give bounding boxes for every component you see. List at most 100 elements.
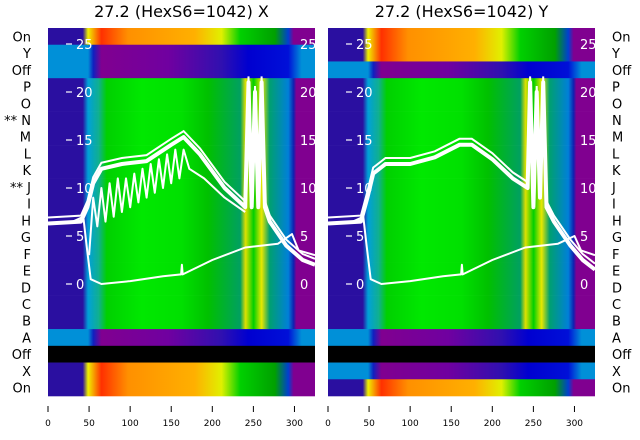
row-label: X	[612, 365, 621, 380]
row-label: Y	[22, 47, 31, 62]
y-tick-label-right: 10	[580, 182, 597, 197]
x-tick-label: 150	[163, 419, 180, 429]
row-label: On	[612, 30, 630, 45]
series-upper-repeat	[48, 76, 315, 260]
row-label: P	[612, 81, 620, 96]
x-tick-label: 150	[443, 419, 460, 429]
row-label: I	[612, 198, 616, 213]
row-label: F	[612, 248, 619, 263]
row-label: B	[612, 315, 621, 330]
heatmap-row	[328, 362, 595, 380]
row-label: D	[21, 281, 31, 296]
row-label: H	[612, 214, 622, 229]
row-label: J	[611, 181, 616, 196]
row-label: ** J	[10, 181, 31, 196]
heatmap-row	[328, 44, 595, 62]
heatmap-row	[48, 178, 315, 196]
heatmap-row	[48, 278, 315, 296]
heatmap-row	[48, 329, 315, 347]
heatmap-row	[328, 228, 595, 246]
y-tick-label-right: 20	[300, 86, 317, 101]
x-tick-label: 50	[363, 419, 375, 429]
y-tick-label: 0	[76, 278, 84, 293]
row-label: A	[612, 331, 621, 346]
heatmap-row	[328, 212, 595, 230]
row-label: K	[22, 164, 31, 179]
row-label: H	[21, 214, 31, 229]
heatmap-row	[48, 295, 315, 313]
y-tick-label: 25	[356, 38, 373, 53]
heatmap-row	[328, 195, 595, 213]
heatmap-row	[48, 362, 315, 380]
x-tick-label: 300	[566, 419, 583, 429]
row-label: O	[21, 97, 31, 112]
x-tick-label: 250	[245, 419, 262, 429]
panel-title: 27.2 (HexS6=1042) Y	[375, 2, 549, 21]
row-label: C	[22, 298, 31, 313]
heatmap-row	[328, 28, 595, 46]
row-label: O	[612, 97, 622, 112]
y-tick-label-right: 25	[580, 38, 597, 53]
row-label: E	[23, 265, 31, 280]
row-label: On	[13, 382, 31, 397]
row-label: P	[23, 81, 31, 96]
heatmap-row	[48, 44, 315, 62]
x-tick-label: 300	[286, 419, 303, 429]
row-label: Off	[612, 64, 632, 79]
row-label: Y	[611, 47, 620, 62]
row-label: X	[22, 365, 31, 380]
y-tick-label: 20	[356, 86, 373, 101]
row-label: A	[22, 331, 31, 346]
heatmap-row	[48, 379, 315, 397]
y-tick-label: 15	[356, 134, 373, 149]
x-tick-label: 50	[83, 419, 95, 429]
series-upper	[48, 80, 315, 267]
y-tick-label: 5	[356, 230, 364, 245]
heatmap-row	[328, 161, 595, 179]
row-label: G	[612, 231, 622, 246]
y-tick-label-right: 5	[580, 230, 588, 245]
heatmap-row	[328, 295, 595, 313]
row-label: M	[20, 131, 31, 146]
row-label: B	[22, 315, 31, 330]
row-label: L	[24, 147, 32, 162]
x-tick-label: 0	[325, 419, 331, 429]
row-label: C	[612, 298, 621, 313]
y-tick-label: 20	[76, 86, 93, 101]
heatmap-row	[48, 228, 315, 246]
heatmap-row	[328, 329, 595, 347]
heatmap-row	[48, 245, 315, 263]
y-tick-label: 25	[76, 38, 93, 53]
x-tick-label: 100	[122, 419, 139, 429]
row-label: Off	[612, 348, 632, 363]
heatmap-row	[328, 61, 595, 79]
heatmap-row	[48, 28, 315, 46]
row-label: F	[24, 248, 31, 263]
row-label: Off	[12, 348, 32, 363]
row-label: K	[612, 164, 621, 179]
series-baseline	[328, 215, 595, 285]
row-label: N	[612, 114, 622, 129]
y-tick-label: 15	[76, 134, 93, 149]
row-label: E	[612, 265, 620, 280]
y-tick-label: 5	[76, 230, 84, 245]
y-tick-label-right: 20	[580, 86, 597, 101]
y-tick-label: 0	[356, 278, 364, 293]
x-tick-label: 200	[204, 419, 221, 429]
x-tick-label: 100	[402, 419, 419, 429]
row-label: D	[612, 281, 622, 296]
y-tick-label-right: 10	[300, 182, 317, 197]
y-tick-label-right: 0	[300, 278, 308, 293]
heatmap-row	[328, 379, 595, 397]
row-label: L	[612, 147, 620, 162]
heatmap-row	[48, 111, 315, 129]
panel-y: 27.2 (HexS6=1042) Y On Y Off PONMLKJIHGFEDCB…	[325, 2, 632, 429]
row-label: G	[21, 231, 31, 246]
series-upper	[328, 80, 595, 272]
y-tick-label-right: 25	[300, 38, 317, 53]
row-label: I	[27, 198, 31, 213]
row-label: ** N	[4, 114, 31, 129]
heatmap-row	[328, 345, 595, 363]
x-tick-label: 200	[484, 419, 501, 429]
